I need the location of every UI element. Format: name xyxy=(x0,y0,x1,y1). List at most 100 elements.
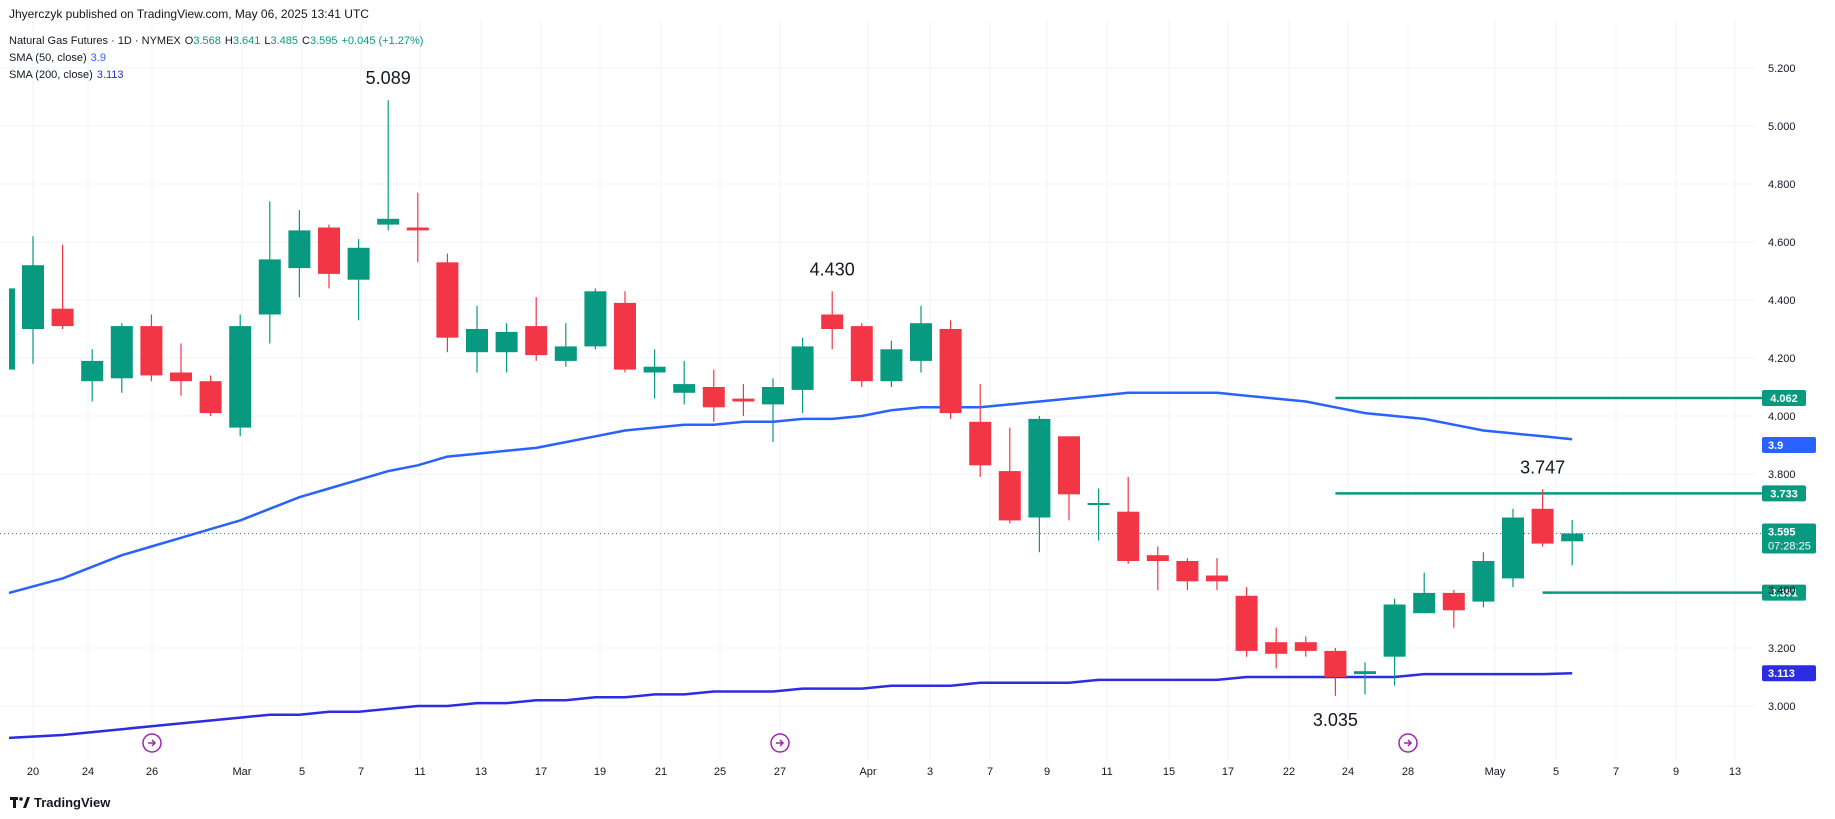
candle-body xyxy=(998,471,1021,521)
x-tick-label: Mar xyxy=(233,766,252,778)
symbol-name[interactable]: Natural Gas Futures · 1D · NYMEX xyxy=(9,35,181,47)
candle xyxy=(229,314,252,437)
price-tag xyxy=(1762,437,1816,453)
candle xyxy=(791,337,814,414)
x-tick-label: 24 xyxy=(82,766,94,778)
candle-body xyxy=(1502,517,1524,579)
level-tag-label: 3.391 xyxy=(1770,588,1798,600)
candle xyxy=(673,360,696,405)
x-tick-label: 9 xyxy=(1673,766,1679,778)
y-axis[interactable]: 3.0003.2003.4003.6003.8004.0004.2004.400… xyxy=(1768,63,1796,713)
event-marker-icon[interactable] xyxy=(770,733,790,753)
candle-body xyxy=(1235,595,1258,651)
x-tick-label: 24 xyxy=(1342,766,1354,778)
event-marker-arrow xyxy=(776,739,785,747)
candle xyxy=(436,253,459,353)
footer-brand[interactable]: TradingView xyxy=(10,795,110,810)
x-tick-label: 25 xyxy=(714,766,726,778)
candle-body xyxy=(969,421,992,466)
tradingview-logo-icon xyxy=(10,796,30,808)
candle xyxy=(554,323,577,367)
y-tick-label: 5.000 xyxy=(1768,121,1796,133)
candle xyxy=(81,349,104,402)
sma-50-path xyxy=(8,391,1573,595)
y-tick-label: 3.800 xyxy=(1768,469,1796,481)
candle xyxy=(1324,648,1347,696)
candle-body xyxy=(436,262,459,338)
event-marker-icon[interactable] xyxy=(1398,733,1418,753)
x-axis[interactable]: 20 24 26 Mar 5 7 11 13 17 19 21 25 27 Apr 3 7 9 11 15 17 22 2… xyxy=(27,766,1741,778)
candle-body xyxy=(229,326,252,428)
y-tick-label: 4.800 xyxy=(1768,179,1796,191)
x-tick-label: 17 xyxy=(535,766,547,778)
price-tag xyxy=(1762,665,1816,682)
candle xyxy=(702,369,725,422)
candle xyxy=(495,323,518,373)
price-annotation: 5.089 xyxy=(366,68,411,88)
horizontal-levels[interactable]: 4.062 3.733 3.391 xyxy=(0,390,1806,601)
x-tick-label: 15 xyxy=(1163,766,1175,778)
candle xyxy=(1294,636,1317,657)
candle xyxy=(377,100,400,231)
candle-body xyxy=(1265,642,1288,654)
symbol-legend: Natural Gas Futures · 1D · NYMEX O3.568 H3… xyxy=(9,35,427,47)
candle xyxy=(1117,476,1140,564)
candle-body xyxy=(199,381,222,414)
candle xyxy=(821,291,844,350)
open-label: O xyxy=(184,35,194,47)
price-tag xyxy=(1762,523,1816,554)
candle xyxy=(880,340,903,387)
y-tick-label: 4.400 xyxy=(1768,295,1796,307)
candle-body xyxy=(81,360,104,382)
candle xyxy=(939,320,962,419)
event-markers[interactable] xyxy=(142,733,1418,753)
candle xyxy=(1383,598,1406,686)
close-value: 3.595 xyxy=(309,35,338,47)
candle-body xyxy=(821,314,844,329)
event-marker-arrow xyxy=(1404,739,1413,747)
sma-50-legend[interactable]: SMA (50, close) 3.9 xyxy=(9,52,110,64)
high-value: 3.641 xyxy=(232,35,261,47)
candle-body xyxy=(406,227,429,231)
candle-body xyxy=(673,384,696,393)
candle-body xyxy=(702,387,725,408)
candle xyxy=(525,297,548,361)
candle-body xyxy=(1146,555,1169,561)
x-tick-label: 13 xyxy=(475,766,487,778)
candle-body xyxy=(614,302,636,370)
candle-body xyxy=(880,349,903,382)
low-value: 3.485 xyxy=(270,35,299,47)
event-marker-arrow xyxy=(148,739,157,747)
footer-brand-label: TradingView xyxy=(34,795,111,810)
candle-body xyxy=(140,326,163,376)
candle-body xyxy=(110,326,133,379)
candle xyxy=(1058,436,1080,521)
y-tick-label: 4.200 xyxy=(1768,353,1796,365)
candle xyxy=(318,224,340,289)
candle xyxy=(347,239,370,321)
candle-body xyxy=(1324,650,1347,677)
candle xyxy=(1028,416,1051,553)
event-marker-icon[interactable] xyxy=(142,733,162,753)
candle xyxy=(850,323,873,387)
open-value: 3.568 xyxy=(193,35,221,47)
candle xyxy=(288,210,311,298)
candle-body xyxy=(1206,575,1228,582)
price-tags: 3.9 3.113 3.595 07:28:25 xyxy=(1762,437,1816,682)
x-tick-label: 7 xyxy=(1613,766,1619,778)
sma-200-legend[interactable]: SMA (200, close) 3.113 xyxy=(9,69,127,81)
candle xyxy=(1502,508,1524,588)
candle-body xyxy=(850,326,873,382)
candle xyxy=(643,349,666,399)
y-tick-label: 3.000 xyxy=(1768,701,1796,713)
x-tick-label: 11 xyxy=(414,766,425,778)
low-label: L xyxy=(264,35,271,47)
x-tick-label: 19 xyxy=(594,766,606,778)
candle xyxy=(1146,546,1169,590)
publisher-line: Jhyerczyk published on TradingView.com, … xyxy=(9,7,369,21)
level-tag-label: 3.733 xyxy=(1770,488,1798,500)
x-tick-label: 13 xyxy=(1729,766,1741,778)
level-tag-label: 4.062 xyxy=(1770,393,1798,405)
close-label: C xyxy=(302,35,310,47)
